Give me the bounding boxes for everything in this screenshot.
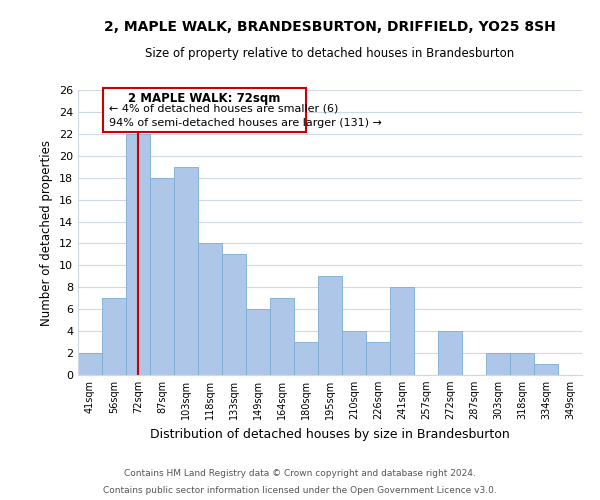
Text: ← 4% of detached houses are smaller (6): ← 4% of detached houses are smaller (6) [109, 104, 338, 114]
X-axis label: Distribution of detached houses by size in Brandesburton: Distribution of detached houses by size … [150, 428, 510, 440]
Text: 2, MAPLE WALK, BRANDESBURTON, DRIFFIELD, YO25 8SH: 2, MAPLE WALK, BRANDESBURTON, DRIFFIELD,… [104, 20, 556, 34]
Text: Contains HM Land Registry data © Crown copyright and database right 2024.: Contains HM Land Registry data © Crown c… [124, 468, 476, 477]
Text: 94% of semi-detached houses are larger (131) →: 94% of semi-detached houses are larger (… [109, 118, 382, 128]
FancyBboxPatch shape [103, 88, 306, 132]
Bar [270, 298, 294, 375]
Y-axis label: Number of detached properties: Number of detached properties [40, 140, 53, 326]
Bar [222, 254, 246, 375]
Bar [294, 342, 318, 375]
Text: Contains public sector information licensed under the Open Government Licence v3: Contains public sector information licen… [103, 486, 497, 495]
Text: Size of property relative to detached houses in Brandesburton: Size of property relative to detached ho… [145, 48, 515, 60]
Text: 2 MAPLE WALK: 72sqm: 2 MAPLE WALK: 72sqm [128, 92, 281, 104]
Bar [174, 166, 198, 375]
Bar [198, 244, 222, 375]
Bar [390, 288, 414, 375]
Bar [78, 353, 102, 375]
Bar [102, 298, 126, 375]
Bar [486, 353, 510, 375]
Bar [246, 309, 270, 375]
Bar [366, 342, 390, 375]
Bar [534, 364, 558, 375]
Bar [318, 276, 342, 375]
Bar [126, 134, 150, 375]
Bar [342, 331, 366, 375]
Bar [150, 178, 174, 375]
Bar [510, 353, 534, 375]
Bar [438, 331, 462, 375]
